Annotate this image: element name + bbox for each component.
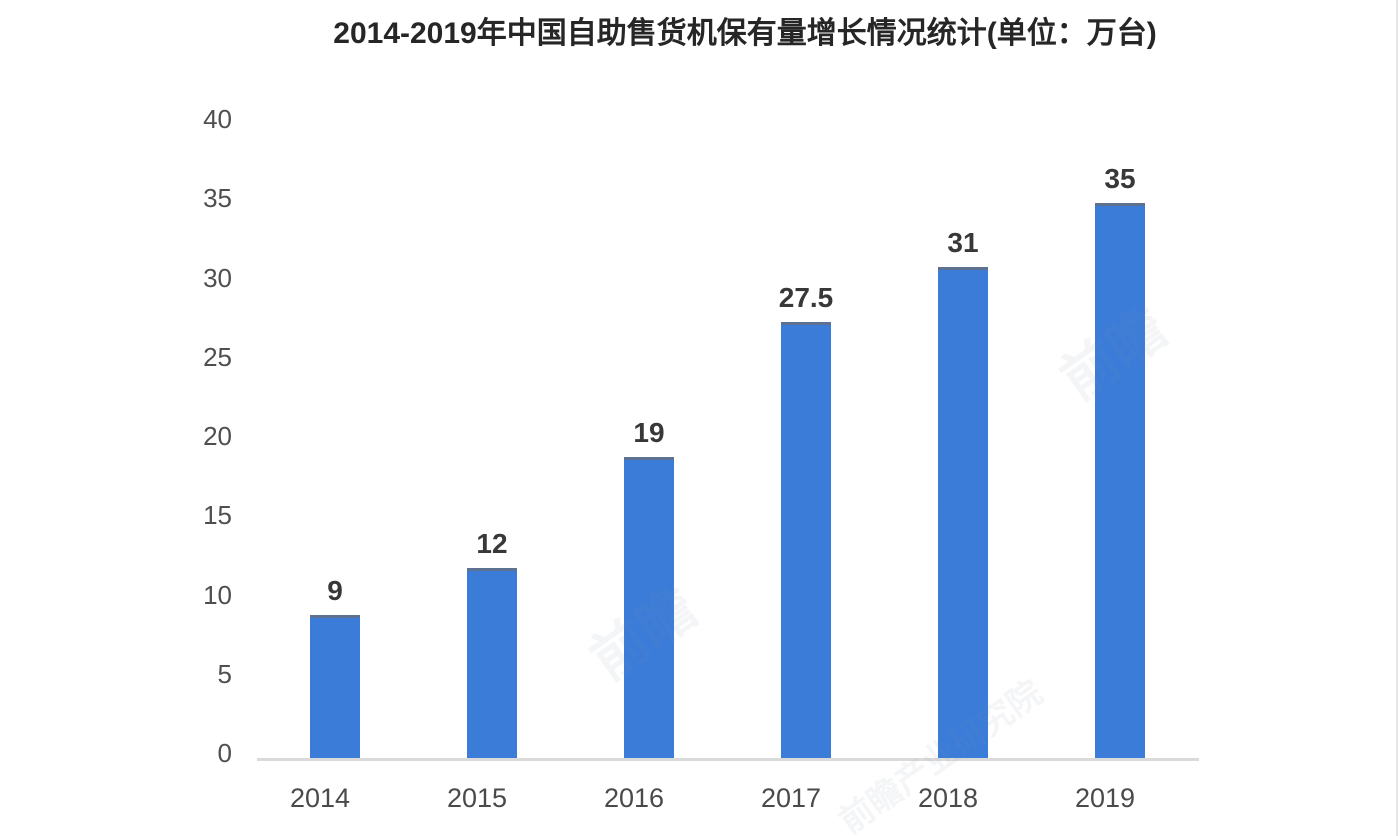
bar-2016 [624,456,674,758]
bar-2019 [1095,203,1145,758]
y-tick-label: 30 [203,262,232,293]
value-label: 35 [1104,163,1136,195]
value-label: 12 [476,527,508,559]
y-tick-label: 40 [203,104,232,134]
value-label: 27.5 [778,282,834,314]
x-tick-label: 2016 [603,783,665,813]
chart-title: 2014-2019年中国自助售货机保有量增长情况统计(单位：万台) [333,17,1157,50]
y-tick-label: 20 [203,421,232,451]
value-label: 19 [633,416,665,448]
y-tick-label: 15 [203,500,232,531]
y-tick-label: 0 [217,738,232,768]
y-tick-label: 25 [203,341,232,372]
x-tick-label: 2014 [289,783,351,813]
y-tick-label: 35 [203,183,232,214]
right-edge-divider [1396,0,1398,836]
value-label: 31 [947,226,979,258]
bar-2017 [781,322,831,758]
bar-2015 [467,567,517,758]
y-tick-label: 5 [217,658,232,689]
value-label: 9 [327,575,343,607]
x-tick-label: 2019 [1074,783,1136,813]
y-tick-label: 10 [203,579,232,610]
x-tick-label: 2017 [760,783,822,813]
x-axis-line [257,758,1199,761]
bar-2014 [310,615,360,758]
bar-2018 [938,266,988,758]
x-tick-label: 2018 [917,783,979,813]
x-tick-label: 2015 [446,783,508,813]
